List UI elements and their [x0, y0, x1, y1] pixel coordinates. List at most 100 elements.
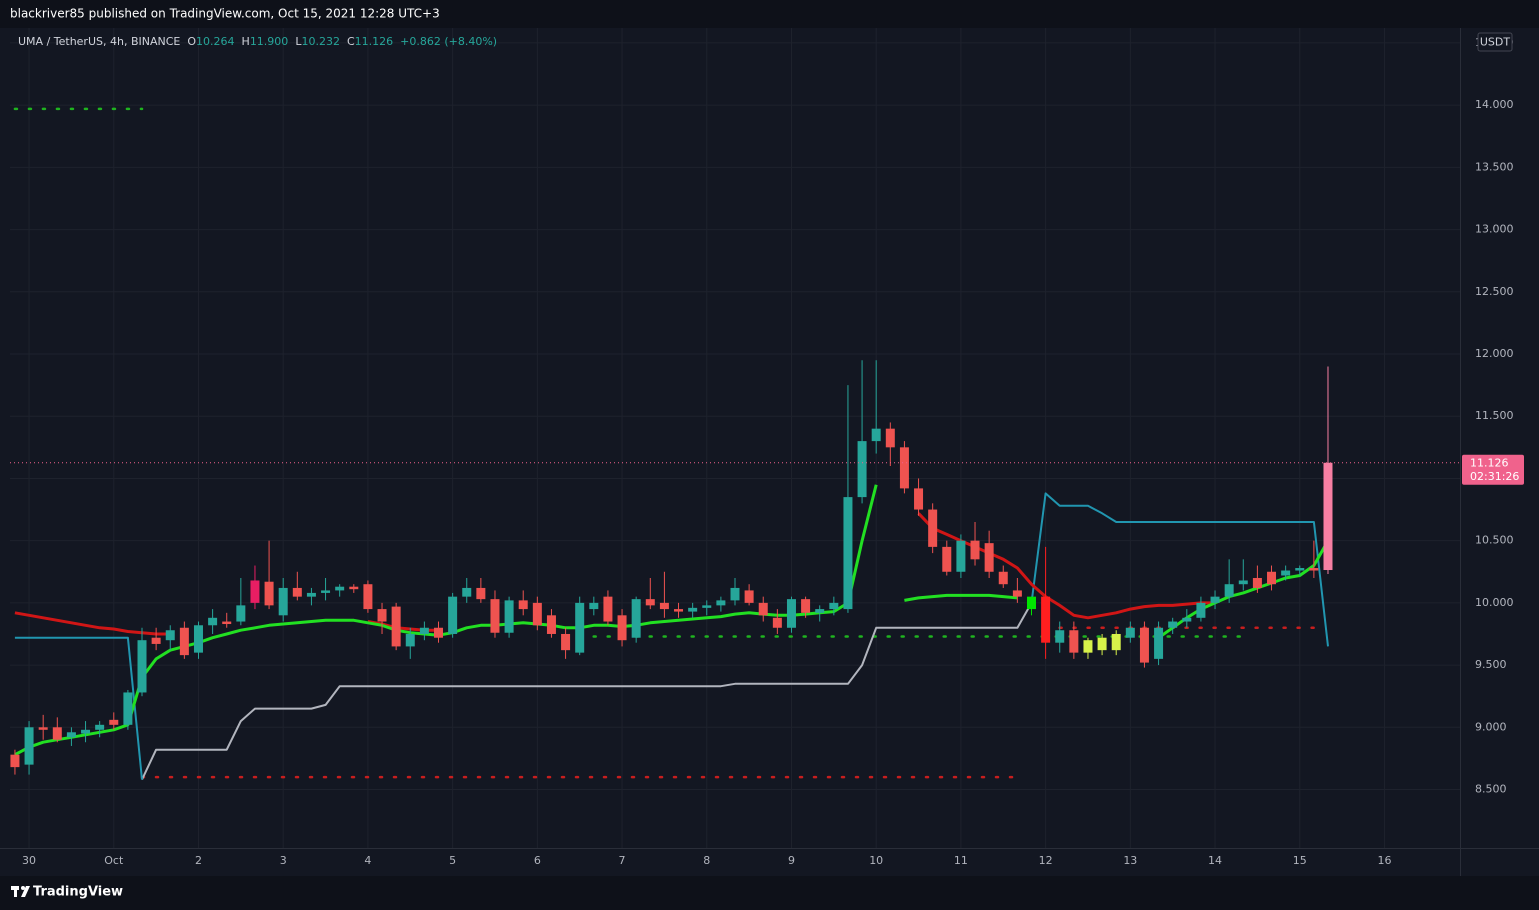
- candle-body: [391, 606, 401, 647]
- price-badge: [1462, 454, 1524, 485]
- candle-body: [321, 590, 331, 593]
- brand-logo: [11, 886, 30, 897]
- candle-body: [603, 596, 613, 622]
- candle-body: [419, 627, 429, 634]
- candle-body: [928, 509, 938, 547]
- candle-body: [434, 627, 444, 638]
- candle-body: [829, 602, 839, 610]
- candle-body: [448, 596, 458, 634]
- last-price: 11.126: [1470, 456, 1509, 469]
- x-tick-label: 14: [1208, 854, 1222, 867]
- legend-h: H: [242, 35, 250, 48]
- y-tick-label: 12.500: [1475, 285, 1514, 298]
- x-tick-label: 4: [364, 854, 371, 867]
- candle-body: [1224, 584, 1234, 597]
- candle-body: [518, 600, 528, 610]
- candle-body: [208, 617, 218, 626]
- candle-body: [1041, 596, 1051, 643]
- candle-body: [885, 428, 895, 448]
- legend-change: +0.862 (+8.40%): [400, 35, 497, 48]
- legend-close: 11.126: [355, 35, 394, 48]
- candle-body: [744, 590, 754, 603]
- candle-body: [377, 609, 387, 622]
- x-tick-label: 13: [1123, 854, 1137, 867]
- x-tick-label: 15: [1293, 854, 1307, 867]
- x-tick-label: 7: [619, 854, 626, 867]
- candle-body: [1210, 596, 1220, 603]
- candle-body: [222, 621, 232, 625]
- candle-body: [716, 600, 726, 606]
- legend-c: C: [347, 35, 355, 48]
- candle-body: [335, 586, 345, 591]
- grid: [10, 28, 1460, 848]
- candle-body: [1083, 640, 1093, 653]
- candle-body: [1125, 627, 1135, 638]
- candle-body: [984, 543, 994, 572]
- candle-body: [561, 633, 571, 651]
- x-tick-label: 11: [954, 854, 968, 867]
- x-tick-label: 3: [280, 854, 287, 867]
- candle-body: [546, 615, 556, 634]
- candle-body: [137, 640, 147, 693]
- candle-body: [702, 605, 712, 608]
- currency-badge: [1477, 32, 1513, 52]
- candle-body: [815, 609, 825, 613]
- legend-o: O: [187, 35, 196, 48]
- candle-body: [1267, 571, 1277, 585]
- candle-body: [179, 627, 189, 656]
- candle-body: [349, 586, 359, 590]
- x-tick-label: 12: [1039, 854, 1053, 867]
- y-tick-label: 9.000: [1475, 720, 1507, 733]
- candle-body: [1097, 637, 1107, 651]
- candle-body: [575, 602, 585, 653]
- candle-body: [1323, 462, 1333, 571]
- candle-body: [956, 540, 966, 572]
- candle-body: [10, 754, 20, 768]
- candle-body: [52, 727, 62, 740]
- candle-body: [363, 584, 373, 610]
- candle-body: [490, 599, 500, 633]
- candle-body: [306, 592, 316, 597]
- candle-body: [730, 587, 740, 601]
- candle-body: [674, 609, 684, 612]
- y-tick-label: 9.500: [1475, 658, 1507, 671]
- y-tick-label: 14.000: [1475, 98, 1514, 111]
- candle-body: [631, 599, 641, 638]
- candle-body: [998, 571, 1008, 585]
- legend-symbol: UMA / TetherUS, 4h, BINANCE: [18, 35, 180, 48]
- candle-body: [645, 599, 655, 606]
- candle-body: [857, 441, 867, 498]
- x-tick-label: Oct: [104, 854, 124, 867]
- x-tick-label: 10: [869, 854, 883, 867]
- candle-body: [914, 488, 924, 510]
- candle-body: [151, 637, 161, 644]
- x-tick-label: 30: [22, 854, 36, 867]
- candle-body: [801, 599, 811, 613]
- legend: UMA / TetherUS, 4h, BINANCE O 10.264 H 11.90…: [18, 35, 497, 48]
- candle-body: [1182, 617, 1192, 622]
- candle-body: [659, 602, 669, 610]
- legend-high: 11.900: [250, 35, 289, 48]
- candle-body: [1281, 570, 1291, 576]
- candle-body: [292, 587, 302, 597]
- candle-body: [462, 587, 472, 597]
- candle-body: [758, 602, 768, 616]
- candle-body: [476, 587, 486, 600]
- y-tick-label: 13.000: [1475, 223, 1514, 236]
- indicator-line: [14, 492, 1329, 780]
- candle-body: [1012, 590, 1022, 597]
- candle-body: [970, 540, 980, 560]
- candle-body: [81, 729, 91, 734]
- candle-body: [1168, 621, 1178, 628]
- candle-body: [589, 602, 599, 610]
- y-tick-label: 10.500: [1475, 534, 1514, 547]
- candle-body: [109, 719, 119, 725]
- plot: [10, 107, 1460, 780]
- candle-body: [786, 599, 796, 628]
- candle-body: [688, 607, 698, 612]
- candle-body: [264, 581, 274, 606]
- y-tick-label: 8.500: [1475, 783, 1507, 796]
- y-tick-label: 12.000: [1475, 347, 1514, 360]
